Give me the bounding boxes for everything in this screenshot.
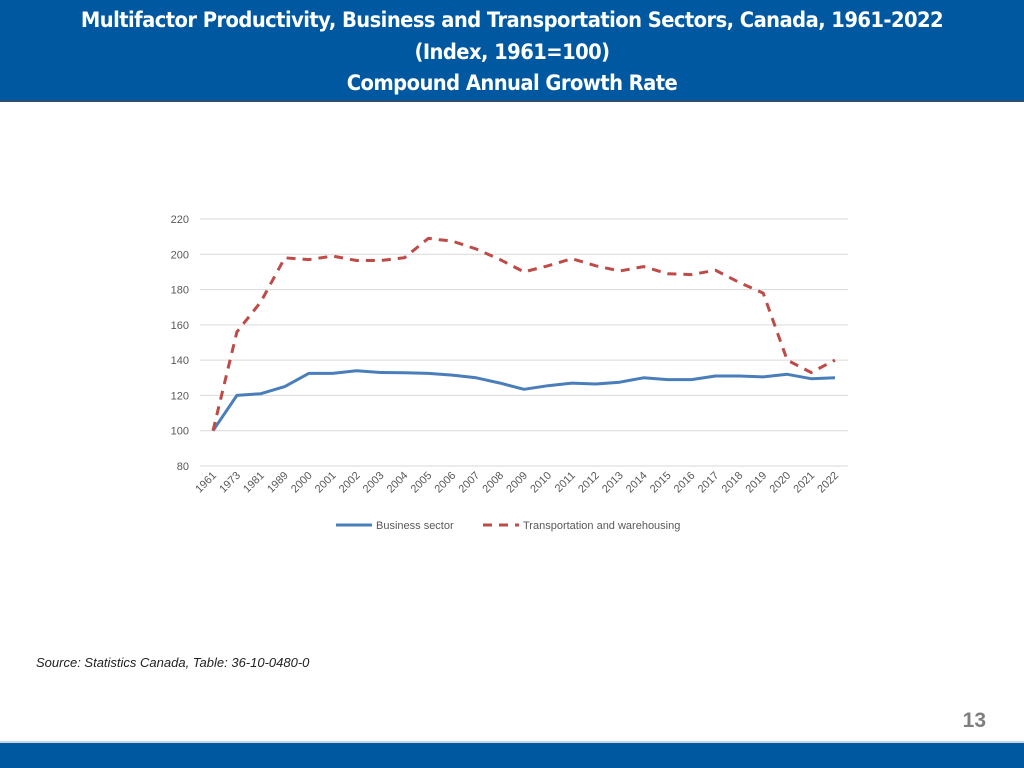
x-tick-label: 2002 — [337, 470, 363, 496]
source-note: Source: Statistics Canada, Table: 36-10-… — [36, 655, 310, 670]
series-line-business-sector — [211, 369, 836, 432]
x-tick-label: 2010 — [528, 470, 554, 496]
y-axis-ticks: 80 100 120 140 160 180 200 220 — [171, 214, 189, 473]
slide-title: Multifactor Productivity, Business and T… — [80, 8, 944, 32]
slide-subtitle-index: (Index, 1961=100) — [414, 40, 610, 64]
x-tick-label: 1989 — [265, 470, 291, 496]
x-tick-label: 2004 — [385, 470, 411, 496]
slide-header: Multifactor Productivity, Business and T… — [0, 0, 1024, 102]
x-tick-label: 2007 — [456, 470, 482, 496]
gridlines — [200, 218, 848, 467]
y-tick-label: 120 — [171, 390, 189, 402]
y-tick-label: 80 — [177, 461, 189, 473]
x-tick-label: 2001 — [313, 470, 339, 496]
x-tick-label: 2021 — [791, 470, 817, 496]
x-tick-label: 2018 — [720, 470, 746, 496]
x-tick-label: 2013 — [600, 470, 626, 496]
y-tick-label: 160 — [171, 320, 189, 332]
x-tick-label: 1973 — [217, 470, 243, 496]
x-tick-label: 2016 — [672, 470, 698, 496]
x-tick-label: 2020 — [767, 470, 793, 496]
legend-label-business-sector: Business sector — [376, 520, 454, 532]
x-tick-label: 2009 — [504, 470, 530, 496]
series-line-transportation — [211, 236, 836, 432]
y-tick-label: 200 — [171, 249, 189, 261]
x-tick-label: 2011 — [553, 470, 578, 495]
x-axis-ticks: 1961197319811989200020012002200320042005… — [193, 470, 841, 496]
x-tick-label: 1981 — [241, 470, 267, 496]
y-tick-label: 220 — [171, 214, 189, 226]
x-tick-label: 2012 — [576, 470, 602, 496]
x-tick-label: 2017 — [696, 470, 722, 496]
x-tick-label: 2022 — [815, 470, 841, 496]
slide-subtitle-cagr: Compound Annual Growth Rate — [346, 71, 678, 95]
x-tick-label: 2006 — [433, 470, 459, 496]
x-tick-label: 2005 — [409, 470, 435, 496]
x-tick-label: 2019 — [744, 470, 770, 496]
series-lines — [211, 236, 836, 432]
x-tick-label: 2014 — [624, 470, 650, 496]
y-tick-label: 180 — [171, 285, 189, 297]
x-tick-label: 1961 — [193, 470, 219, 496]
y-tick-label: 140 — [171, 355, 189, 367]
line-chart: 80 100 120 140 160 180 200 220 1961197319811989… — [171, 214, 848, 532]
chart-legend: Business sector Transportation and wareho… — [336, 520, 680, 532]
legend-label-transportation: Transportation and warehousing — [523, 520, 680, 532]
page-number: 13 — [962, 709, 986, 732]
x-tick-label: 2008 — [480, 470, 506, 496]
x-tick-label: 2003 — [361, 470, 387, 496]
x-tick-label: 2000 — [289, 470, 315, 496]
y-tick-label: 100 — [171, 426, 189, 438]
slide-footer-bar — [0, 741, 1024, 768]
x-tick-label: 2015 — [648, 470, 674, 496]
